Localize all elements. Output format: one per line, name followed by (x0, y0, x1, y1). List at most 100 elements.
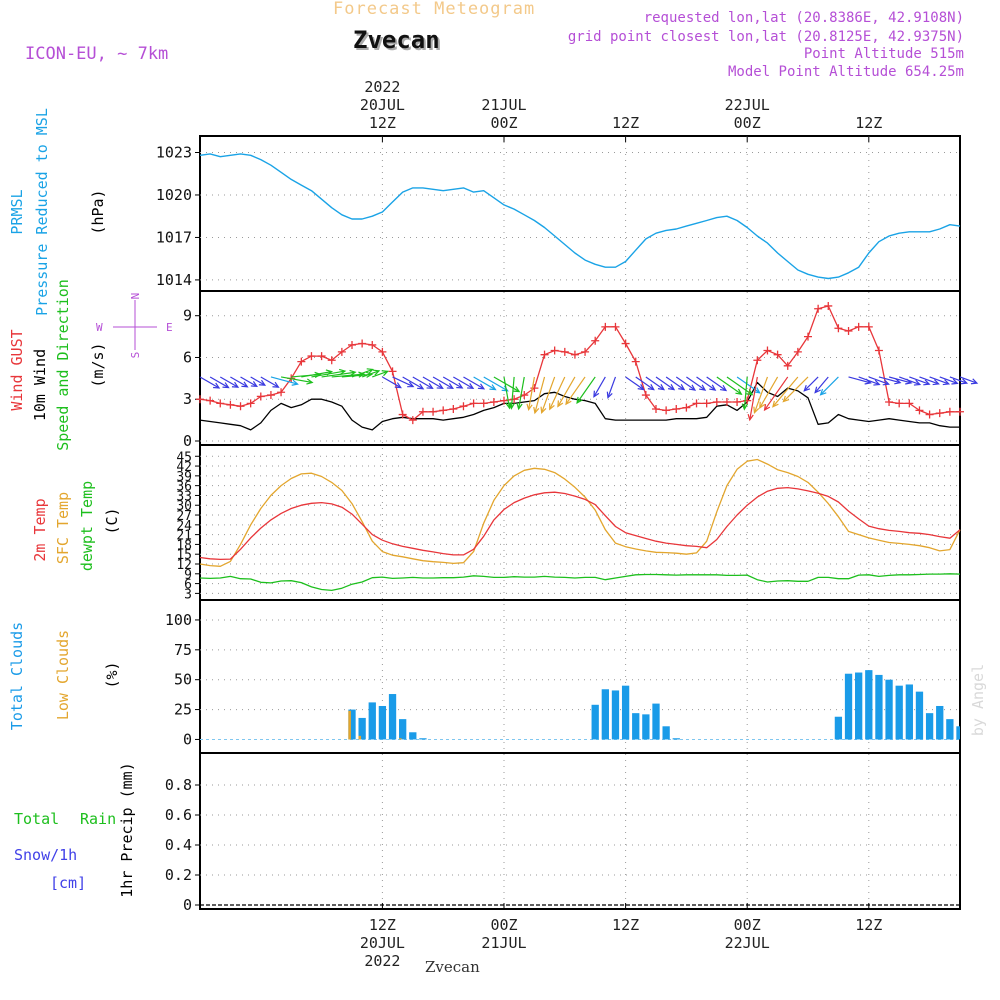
wind-direction-arrowhead (678, 384, 686, 391)
gust-marker (550, 346, 559, 355)
wind-direction-arrowhead (549, 403, 555, 411)
gust-marker (641, 391, 650, 400)
y-tick-label: 1020 (156, 186, 192, 204)
pressure-label-long: Pressure Reduced to MSL (33, 108, 51, 316)
time-tick-label-bottom: 00Z (734, 916, 761, 934)
wind-direction-arrow (929, 376, 949, 385)
wind-direction-arrowhead (516, 402, 523, 411)
sfc-temp-label: SFC Temp (54, 492, 72, 564)
gust-marker (560, 347, 569, 356)
wind-direction-arrow (959, 376, 978, 384)
total-cloud-bar (925, 713, 934, 740)
low-cloud-bar (348, 710, 351, 740)
wind-direction-arrowhead (606, 391, 613, 399)
gust-marker (216, 399, 225, 408)
time-tick-label-bottom: 21JUL (481, 934, 526, 952)
y-tick-label: 33 (176, 489, 192, 504)
wind-direction-arrowhead (932, 379, 940, 386)
gust-marker (358, 339, 367, 348)
wind-direction-arrowhead (467, 383, 475, 390)
wind-direction-arrowhead (942, 379, 951, 386)
wind-direction-arrowhead (753, 387, 761, 394)
gust-marker (408, 416, 417, 425)
wind-direction-arrow (412, 376, 433, 389)
speed-direction-label: Speed and Direction (54, 279, 72, 451)
wind-direction-arrow (432, 376, 454, 389)
wind-direction-arrow (321, 371, 356, 378)
wind-direction-arrow (493, 376, 520, 393)
gust-marker (672, 404, 681, 413)
wind-direction-arrow (351, 368, 373, 378)
gust-marker (429, 407, 438, 416)
wind-direction-arrow (549, 376, 566, 410)
time-tick-label-bottom: 00Z (490, 916, 517, 934)
gust-marker (348, 340, 356, 349)
temp-unit: (C) (103, 507, 121, 534)
y-tick-label: 24 (176, 519, 192, 534)
wind-direction-arrowhead (819, 388, 827, 396)
wind-direction-arrow (909, 376, 930, 385)
wind-direction-arrowhead (647, 384, 655, 391)
y-tick-label: 39 (176, 470, 192, 485)
wind-direction-arrow (463, 376, 485, 390)
gust-marker (874, 346, 883, 355)
wind-direction-arrow (782, 376, 809, 402)
wind-direction-arrow (820, 376, 839, 396)
wind-direction-arrowhead (576, 396, 583, 404)
y-tick-label: 3 (184, 587, 192, 602)
wind-direction-arrowhead (250, 381, 259, 388)
wind-direction-arrowhead (923, 379, 931, 386)
gust-marker (956, 407, 964, 416)
y-tick-label: 45 (176, 450, 192, 465)
wind-direction-arrowhead (970, 378, 979, 385)
wind-direction-arrow (528, 376, 535, 410)
time-tick-label-top: 2022 (364, 78, 400, 96)
wind-direction-arrowhead (381, 370, 389, 377)
y-tick-label: 12 (176, 558, 192, 573)
wind-direction-arrow (442, 376, 463, 389)
wind-direction-arrowhead (222, 382, 230, 389)
wind-direction-arrow (706, 376, 727, 391)
wind-direction-arrow (518, 376, 525, 409)
wind-direction-arrow (772, 376, 799, 408)
total-cloud-bar (946, 719, 954, 740)
total-cloud-bar (632, 713, 640, 740)
wind-direction-arrowhead (803, 384, 811, 392)
wind-direction-arrow (736, 376, 761, 394)
gust-marker (540, 350, 549, 359)
gust-marker (256, 392, 265, 401)
wind-direction-arrowhead (741, 403, 748, 411)
gust-marker (479, 399, 488, 408)
gust-marker (885, 398, 894, 407)
wind-direction-arrowhead (746, 389, 754, 396)
wind-direction-arrowhead (358, 371, 366, 378)
wind-direction-arrowhead (657, 384, 666, 391)
wind-direction-arrow (888, 376, 912, 384)
wind-direction-arrow (209, 376, 229, 389)
time-tick-label-bottom: 12Z (369, 916, 396, 934)
low-cloud-bar (399, 738, 402, 740)
gust-marker (834, 324, 843, 333)
total-cloud-bar (652, 703, 660, 740)
y-tick-label: 0 (183, 432, 192, 450)
wind-direction-arrowhead (339, 368, 347, 376)
y-tick-label: 0 (183, 896, 192, 914)
total-cloud-bar (855, 672, 863, 740)
total-cloud-bar (915, 691, 924, 740)
wind-direction-arrow (250, 376, 266, 386)
gust-marker (206, 396, 215, 405)
wind-direction-arrow (764, 376, 789, 411)
compass-e: E (166, 321, 173, 334)
wind-direction-arrowhead (477, 383, 486, 390)
wind-direction-arrowhead (709, 384, 717, 391)
gust-marker (712, 398, 721, 407)
pressure-line (199, 153, 961, 280)
wind-direction-arrow (655, 376, 675, 391)
temp-2m-label: 2m Temp (31, 498, 49, 561)
gust-marker (621, 339, 630, 348)
total-cloud-bar (388, 694, 397, 740)
time-tick-label-top: 12Z (369, 114, 396, 132)
wind-direction-arrow (260, 376, 279, 388)
wind-direction-arrow (372, 370, 388, 378)
wind-direction-arrowhead (668, 384, 676, 391)
